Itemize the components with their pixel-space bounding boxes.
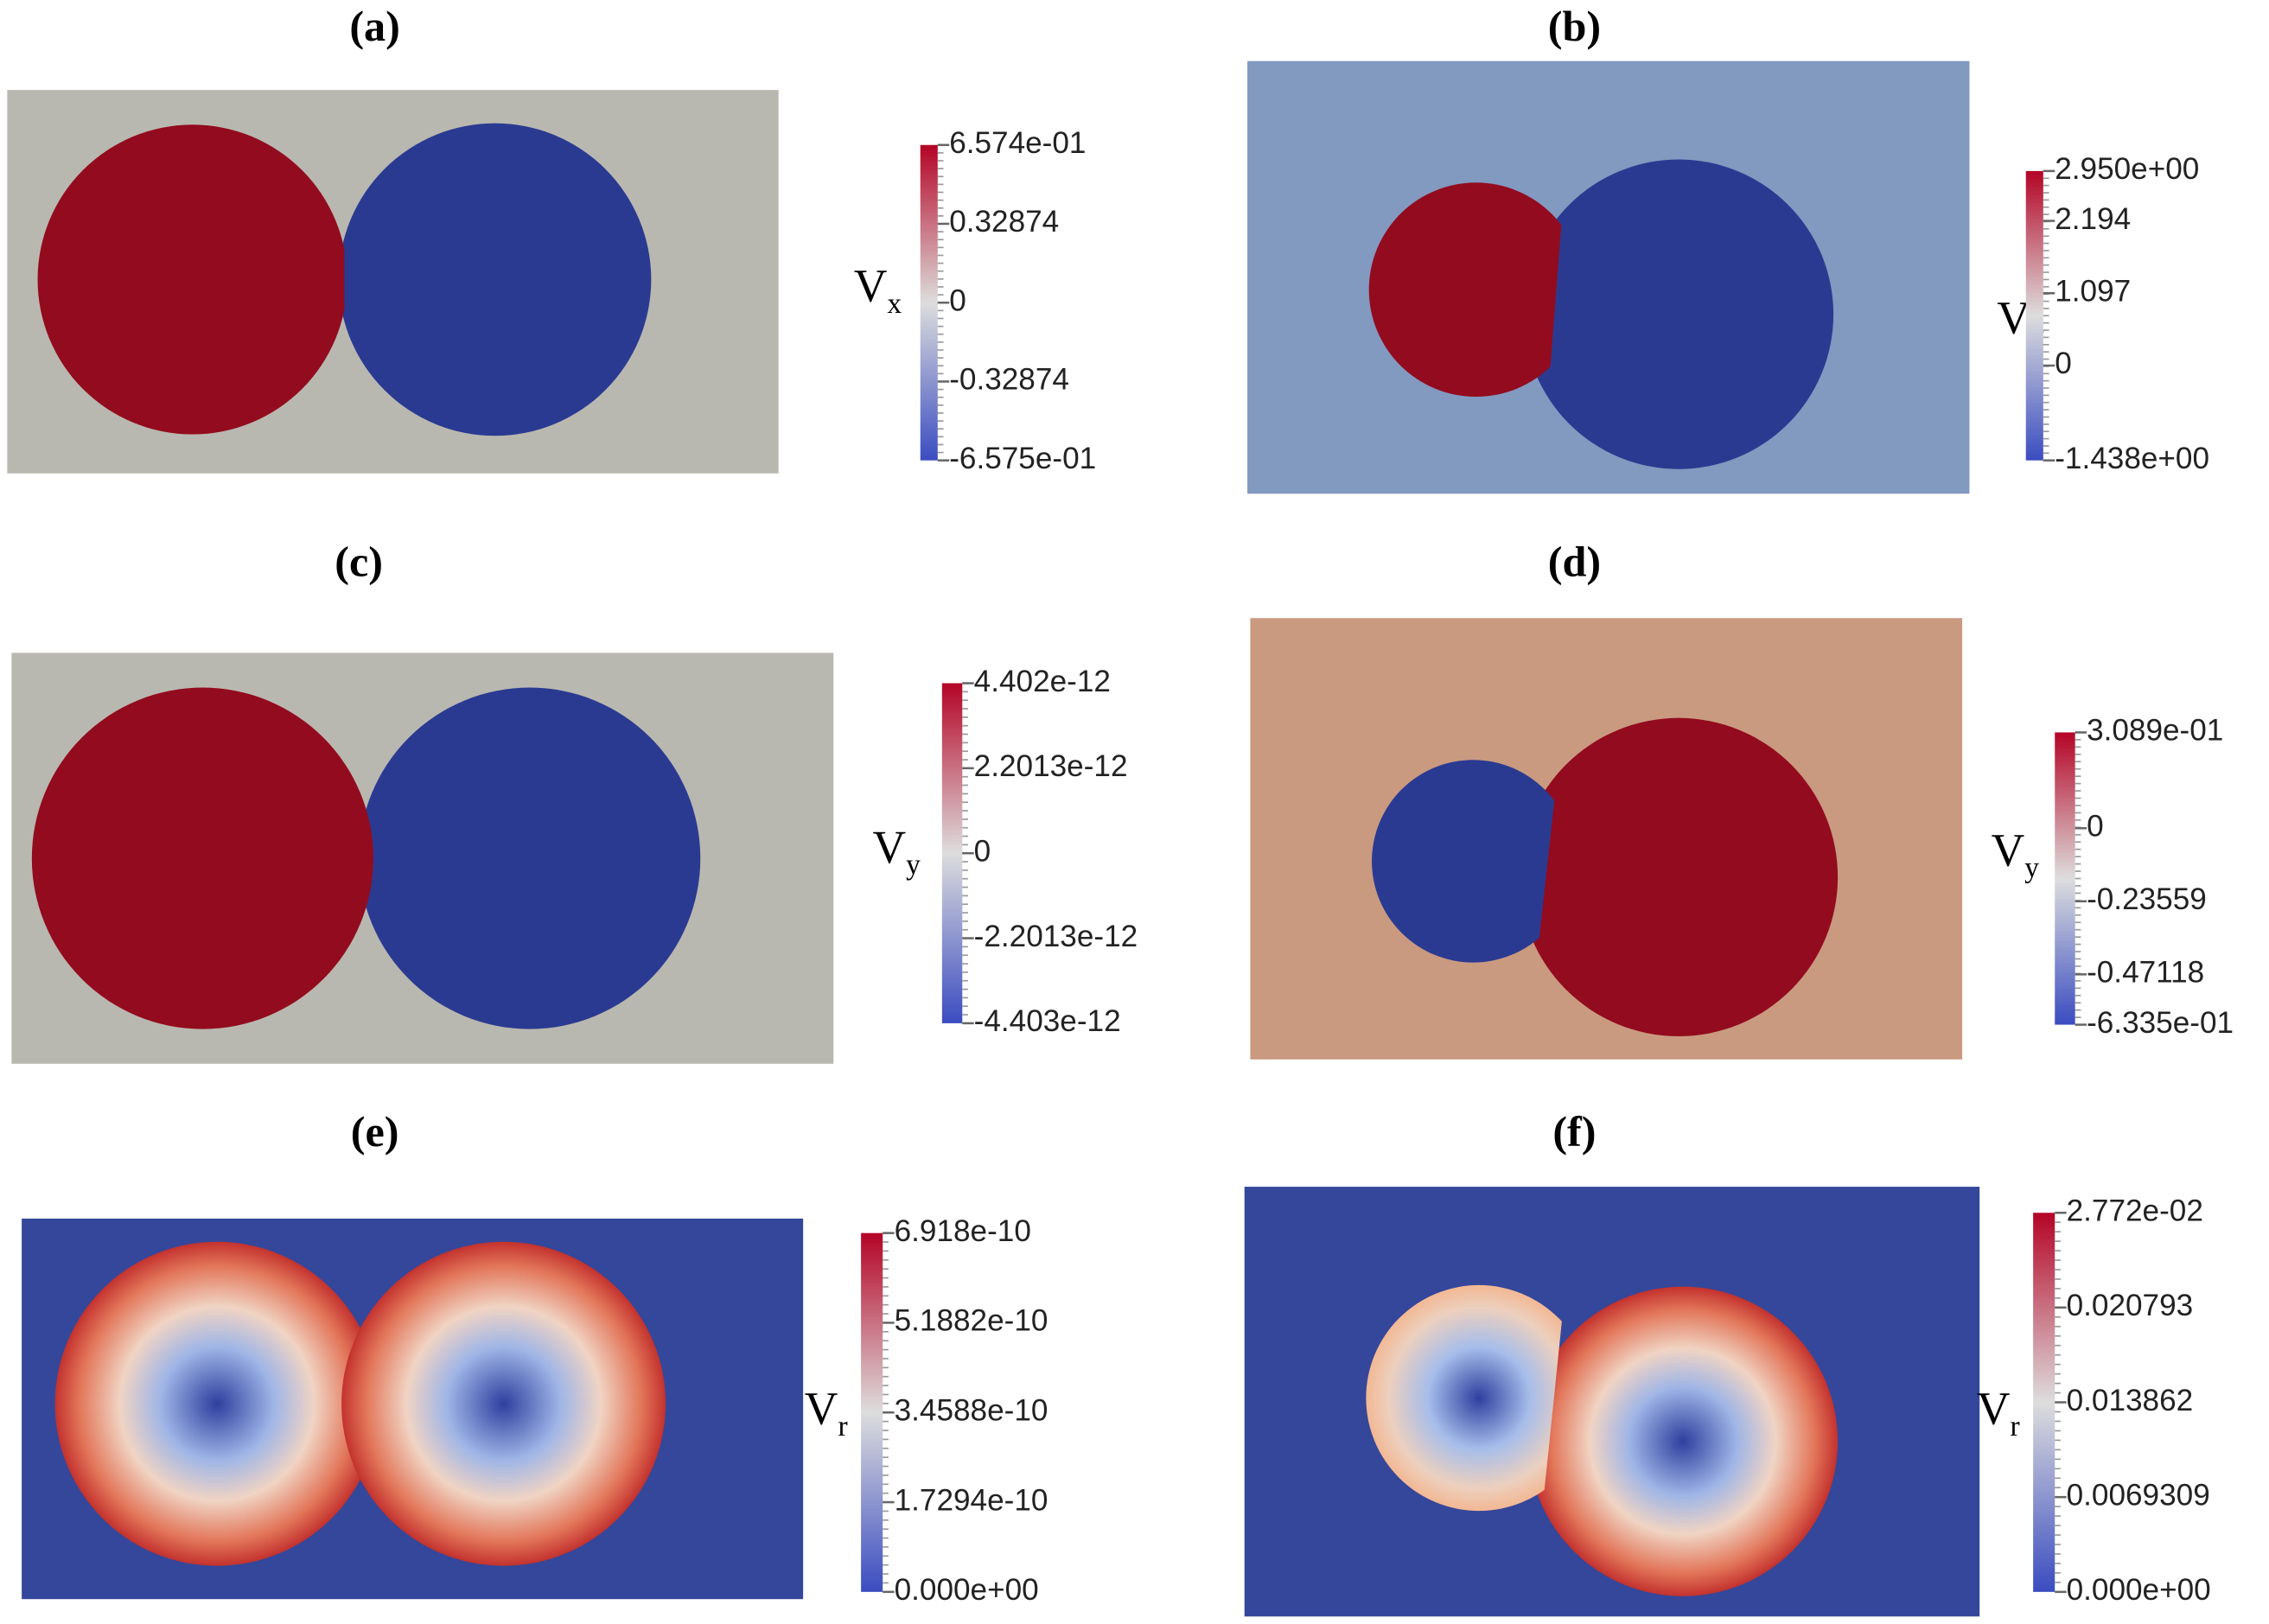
tick-label: 0 xyxy=(2087,810,2104,844)
panel-label: (d) xyxy=(1548,538,1601,586)
field-e xyxy=(22,1218,804,1600)
tick-label: 0 xyxy=(974,834,991,868)
tick-label: 0.020793 xyxy=(2067,1289,2194,1322)
field-a xyxy=(7,90,779,474)
tick-label: 2.772e-02 xyxy=(2067,1194,2203,1228)
variable: V xyxy=(1992,824,2025,876)
tick-label: 4.402e-12 xyxy=(974,665,1111,698)
colorbar xyxy=(2055,732,2075,1025)
subscript: y xyxy=(2024,852,2039,884)
colorbar xyxy=(2025,170,2043,461)
variable: V xyxy=(872,821,906,873)
colorbar xyxy=(861,1232,883,1592)
tick-label: 6.574e-01 xyxy=(949,126,1086,160)
panel-label: (c) xyxy=(335,538,383,586)
tick-label: -0.47118 xyxy=(2087,956,2204,990)
colorbar-title: Vy xyxy=(1992,824,2040,883)
tick-label: 0.000e+00 xyxy=(895,1573,1039,1607)
colorbar-title: Vy xyxy=(872,821,921,881)
colorbar xyxy=(2033,1213,2055,1592)
tick-label: 5.1882e-10 xyxy=(895,1304,1048,1338)
tick-label: 0.013862 xyxy=(2067,1384,2194,1417)
tick-label: 0.32874 xyxy=(949,205,1059,239)
tick-label: 3.4588e-10 xyxy=(895,1394,1048,1428)
colorbar xyxy=(920,144,938,461)
subscript: x xyxy=(887,288,902,320)
colorbar-title: Vr xyxy=(805,1383,848,1442)
subscript: y xyxy=(906,849,921,881)
tick-label: 2.2013e-12 xyxy=(974,749,1128,783)
tick-label: 0.0069309 xyxy=(2067,1478,2210,1512)
tick-label: -6.335e-01 xyxy=(2087,1006,2234,1040)
tick-label: 2.950e+00 xyxy=(2055,152,2199,186)
tick-label: 6.918e-10 xyxy=(895,1214,1031,1248)
field-f xyxy=(1244,1187,1980,1617)
tick-label: -4.403e-12 xyxy=(974,1004,1121,1038)
tick-label: 3.089e-01 xyxy=(2087,714,2223,748)
tick-label: -0.23559 xyxy=(2087,882,2207,916)
field-d xyxy=(1250,618,1963,1060)
subscript: r xyxy=(838,1411,847,1442)
panel-label: (e) xyxy=(351,1107,399,1156)
variable: V xyxy=(854,260,888,312)
tick-label: 2.194 xyxy=(2055,202,2131,236)
panel-label: (b) xyxy=(1548,2,1601,50)
colorbar-title: Vx xyxy=(854,260,902,320)
tick-label: 1.7294e-10 xyxy=(895,1483,1048,1517)
variable: V xyxy=(1977,1383,2011,1435)
field-c xyxy=(11,653,834,1064)
tick-label: 0 xyxy=(949,283,966,317)
tick-label: 0 xyxy=(2055,347,2072,380)
tick-label: 1.097 xyxy=(2055,275,2131,309)
tick-label: -2.2013e-12 xyxy=(974,920,1138,953)
panel-label: (a) xyxy=(349,2,400,50)
subscript: r xyxy=(2011,1411,2020,1442)
tick-label: -1.438e+00 xyxy=(2055,442,2209,475)
tick-label: -6.575e-01 xyxy=(949,442,1096,475)
field-b xyxy=(1247,61,1970,494)
colorbar-title: Vr xyxy=(1977,1383,2020,1442)
variable: V xyxy=(805,1383,838,1435)
tick-label: 0.000e+00 xyxy=(2067,1573,2211,1607)
panel-label: (f) xyxy=(1552,1107,1596,1156)
variable: V xyxy=(1997,291,2030,343)
colorbar xyxy=(941,683,963,1023)
tick-label: -0.32874 xyxy=(949,363,1069,397)
